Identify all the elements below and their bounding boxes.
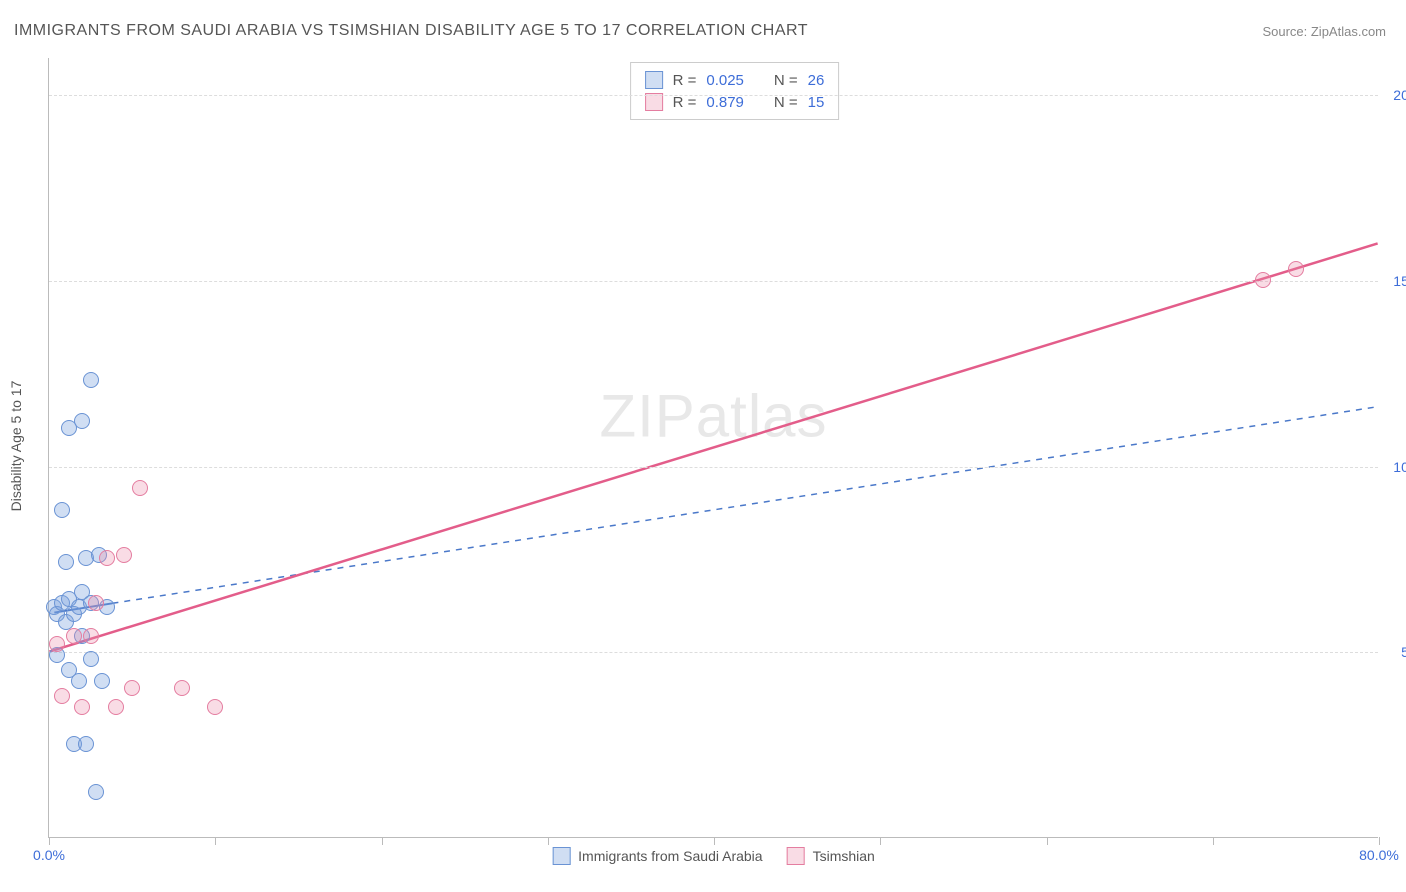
scatter-point — [61, 420, 77, 436]
x-tick — [1047, 837, 1048, 845]
scatter-point — [88, 784, 104, 800]
trend-lines-layer — [49, 58, 1378, 837]
scatter-point — [83, 651, 99, 667]
scatter-point — [124, 680, 140, 696]
y-axis-label: Disability Age 5 to 17 — [8, 381, 24, 512]
x-tick — [714, 837, 715, 845]
x-tick — [382, 837, 383, 845]
x-tick-label: 80.0% — [1359, 847, 1399, 863]
x-tick — [880, 837, 881, 845]
scatter-point — [94, 673, 110, 689]
legend-item-series2: Tsimshian — [787, 847, 875, 865]
gridline — [49, 652, 1378, 653]
scatter-point — [83, 372, 99, 388]
legend-swatch-series1-b — [552, 847, 570, 865]
legend-swatch-series2-b — [787, 847, 805, 865]
legend-r-value-1: 0.025 — [706, 72, 744, 89]
watermark-atlas: atlas — [696, 383, 828, 450]
scatter-point — [207, 699, 223, 715]
scatter-point — [66, 628, 82, 644]
legend-item-series1: Immigrants from Saudi Arabia — [552, 847, 762, 865]
chart-title: IMMIGRANTS FROM SAUDI ARABIA VS TSIMSHIA… — [14, 22, 808, 40]
scatter-point — [1255, 272, 1271, 288]
legend-r-label: R = — [673, 72, 697, 89]
x-tick — [1379, 837, 1380, 845]
scatter-point — [99, 550, 115, 566]
x-tick — [548, 837, 549, 845]
scatter-point — [54, 688, 70, 704]
gridline — [49, 467, 1378, 468]
scatter-point — [108, 699, 124, 715]
scatter-point — [54, 502, 70, 518]
scatter-point — [132, 480, 148, 496]
scatter-point — [116, 547, 132, 563]
y-tick-label: 20.0% — [1393, 87, 1406, 103]
correlation-chart: IMMIGRANTS FROM SAUDI ARABIA VS TSIMSHIA… — [0, 0, 1406, 892]
legend-n-label: N = — [774, 72, 798, 89]
scatter-point — [83, 628, 99, 644]
legend-label-series2: Tsimshian — [813, 848, 875, 864]
legend-series-names: Immigrants from Saudi Arabia Tsimshian — [552, 847, 875, 865]
y-tick-label: 10.0% — [1393, 459, 1406, 475]
watermark: ZIPatlas — [599, 382, 827, 451]
scatter-point — [74, 699, 90, 715]
y-tick-label: 15.0% — [1393, 273, 1406, 289]
watermark-zip: ZIP — [599, 383, 695, 450]
x-tick — [49, 837, 50, 845]
x-tick — [215, 837, 216, 845]
legend-correlation-box: R = 0.025 N = 26 R = 0.879 N = 15 — [630, 62, 840, 120]
scatter-point — [174, 680, 190, 696]
scatter-point — [78, 736, 94, 752]
x-tick — [1213, 837, 1214, 845]
legend-n-value-1: 26 — [808, 72, 825, 89]
source-label: Source: ZipAtlas.com — [1262, 24, 1386, 39]
scatter-point — [88, 595, 104, 611]
x-tick-label: 0.0% — [33, 847, 65, 863]
scatter-point — [71, 673, 87, 689]
scatter-point — [58, 554, 74, 570]
legend-swatch-series1 — [645, 71, 663, 89]
legend-label-series1: Immigrants from Saudi Arabia — [578, 848, 762, 864]
legend-row-series1: R = 0.025 N = 26 — [645, 69, 825, 91]
gridline — [49, 95, 1378, 96]
gridline — [49, 281, 1378, 282]
plot-area: ZIPatlas R = 0.025 N = 26 R = 0.879 N = … — [48, 58, 1378, 838]
scatter-point — [1288, 261, 1304, 277]
scatter-point — [49, 636, 65, 652]
y-tick-label: 5.0% — [1401, 644, 1406, 660]
